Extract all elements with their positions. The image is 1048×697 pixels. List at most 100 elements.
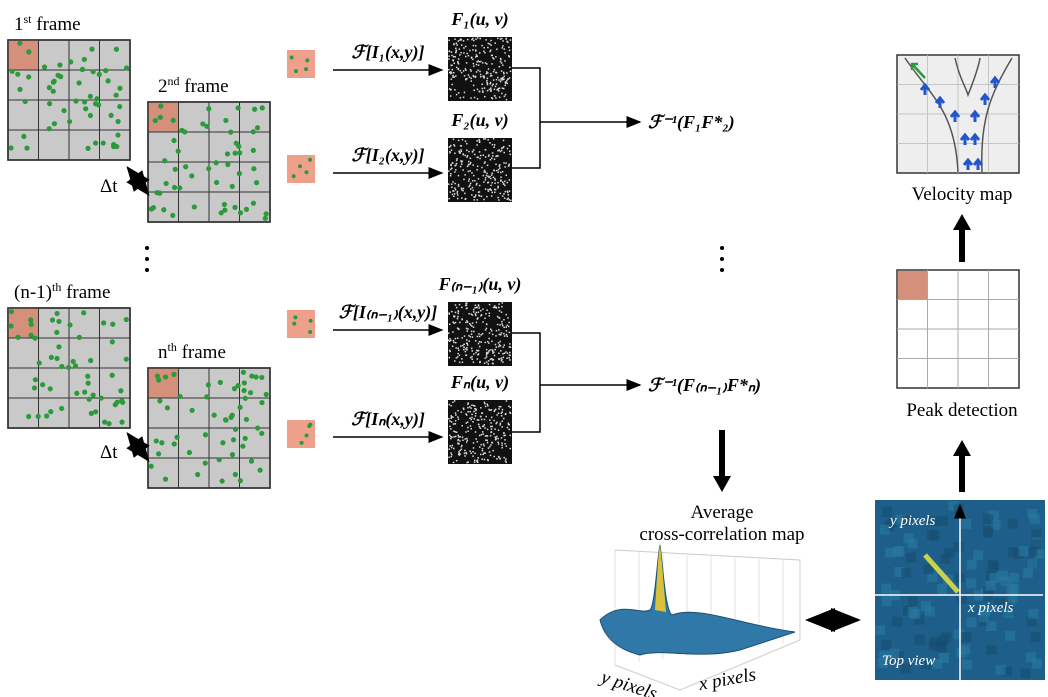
speckle — [510, 347, 512, 349]
frame-label-part: frame — [180, 76, 229, 97]
speckle — [475, 56, 477, 58]
texture — [937, 584, 947, 594]
speckle — [508, 322, 510, 324]
speckle — [462, 362, 464, 364]
speckle — [465, 351, 467, 353]
speckle — [454, 171, 456, 173]
particle — [124, 65, 129, 70]
ellipsis-dot — [720, 257, 724, 261]
particle — [61, 108, 66, 113]
speckle — [461, 151, 463, 153]
particle — [308, 330, 312, 334]
speckle — [474, 460, 476, 462]
speckle — [508, 429, 510, 431]
speckle — [502, 147, 504, 149]
speckle — [473, 199, 475, 201]
speckle — [468, 151, 470, 153]
texture — [966, 617, 976, 627]
speckle — [479, 346, 481, 348]
speckle — [465, 68, 467, 70]
speckle — [476, 144, 478, 146]
speckle — [480, 454, 482, 456]
speckle — [502, 64, 504, 66]
particle — [40, 382, 45, 387]
spectrum-label: Fₙ(u, v) — [450, 372, 509, 393]
speckle — [470, 183, 472, 185]
speckle — [506, 99, 508, 101]
speckle — [484, 162, 486, 164]
speckle — [501, 77, 503, 79]
particle — [206, 166, 211, 171]
speckle — [474, 154, 476, 156]
speckle — [485, 416, 487, 418]
particle — [290, 55, 294, 59]
speckle — [476, 184, 478, 186]
speckle — [466, 320, 468, 322]
particle — [97, 72, 102, 77]
speckle — [496, 79, 498, 81]
particle — [220, 440, 225, 445]
particle — [204, 394, 209, 399]
speckle — [477, 336, 479, 338]
speckle — [488, 190, 490, 192]
particle — [243, 436, 248, 441]
speckle — [469, 450, 471, 452]
speckle — [449, 338, 451, 340]
speckle — [456, 67, 458, 69]
speckle — [490, 444, 492, 446]
speckle — [503, 73, 505, 75]
speckle — [490, 90, 492, 92]
texture — [915, 635, 925, 645]
speckle — [461, 411, 463, 413]
speckle — [455, 304, 457, 306]
axis-label: y pixels — [888, 513, 936, 529]
particle — [15, 335, 20, 340]
speckle — [449, 420, 451, 422]
particle — [187, 450, 192, 455]
texture — [1023, 568, 1033, 578]
particle — [176, 149, 181, 154]
speckle — [509, 151, 511, 153]
speckle — [474, 453, 476, 455]
particle — [232, 205, 237, 210]
speckle — [479, 38, 481, 40]
speckle — [500, 61, 502, 63]
particle — [225, 162, 230, 167]
speckle — [486, 440, 488, 442]
speckle — [479, 141, 481, 143]
speckle — [461, 425, 463, 427]
speckle — [472, 455, 474, 457]
speckle — [500, 176, 502, 178]
speckle — [473, 149, 475, 151]
speckle — [473, 326, 475, 328]
particle — [309, 319, 313, 323]
speckle — [467, 166, 469, 168]
texture — [953, 542, 963, 552]
speckle — [501, 148, 503, 150]
particle — [110, 339, 115, 344]
speckle — [472, 75, 474, 77]
particle — [91, 69, 96, 74]
speckle — [475, 305, 477, 307]
speckle — [454, 145, 456, 147]
particle — [109, 113, 114, 118]
texture — [938, 635, 948, 645]
bracket — [512, 68, 540, 168]
speckle — [466, 307, 468, 309]
speckle — [457, 62, 459, 64]
speckle — [479, 435, 481, 437]
speckle — [484, 419, 486, 421]
speckle — [473, 447, 475, 449]
speckle — [449, 448, 451, 450]
speckle — [496, 83, 498, 85]
speckle — [490, 185, 492, 187]
speckle — [473, 90, 475, 92]
transform-label: ℱ[I₍ₙ₋₁₎(x,y)] — [339, 302, 437, 323]
speckle — [492, 359, 494, 361]
ellipsis-dot — [145, 257, 149, 261]
particle — [37, 360, 42, 365]
speckle — [471, 57, 473, 59]
speckle — [509, 448, 511, 450]
speckle — [474, 180, 476, 182]
speckle — [454, 193, 456, 195]
